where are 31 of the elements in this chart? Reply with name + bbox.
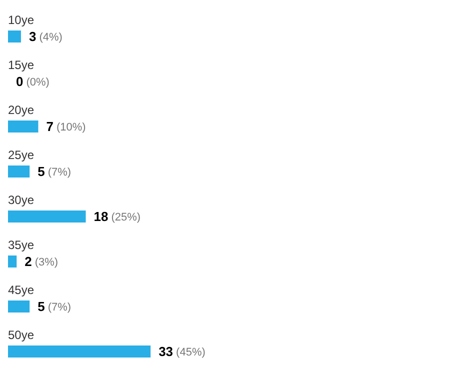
data-label: 5	[38, 299, 45, 314]
bar	[8, 300, 30, 312]
annotation: (0%)	[26, 76, 50, 89]
bar	[8, 166, 30, 178]
y-tick-label: 45ye	[8, 282, 34, 297]
data-label: 2	[24, 254, 32, 270]
y-tick-label: 35ye	[8, 238, 34, 252]
data-label: 5	[38, 164, 45, 180]
y-tick-label: 25ye	[8, 148, 34, 162]
data-label: 3	[28, 29, 36, 44]
y-tick-label: 30ye	[8, 192, 34, 207]
bar	[8, 346, 151, 358]
bar	[8, 256, 17, 268]
annotation: (7%)	[48, 302, 72, 314]
annotation: (10%)	[56, 122, 86, 134]
data-label: 7	[46, 119, 54, 134]
y-tick-label: 20ye	[8, 102, 34, 117]
bar	[8, 120, 38, 132]
y-tick-label: 10ye	[8, 12, 34, 27]
annotation: (7%)	[48, 166, 72, 179]
annotation: (25%)	[111, 212, 141, 224]
annotation: (3%)	[34, 256, 58, 269]
data-label: 33	[158, 344, 174, 360]
data-label: 0	[16, 74, 24, 90]
bar	[8, 30, 21, 42]
bar	[8, 210, 86, 222]
data-label: 18	[94, 209, 108, 224]
y-tick-label: 15ye	[8, 58, 34, 72]
annotation: (45%)	[176, 346, 206, 359]
y-tick-label: 50ye	[8, 328, 34, 342]
annotation: (4%)	[39, 32, 62, 44]
